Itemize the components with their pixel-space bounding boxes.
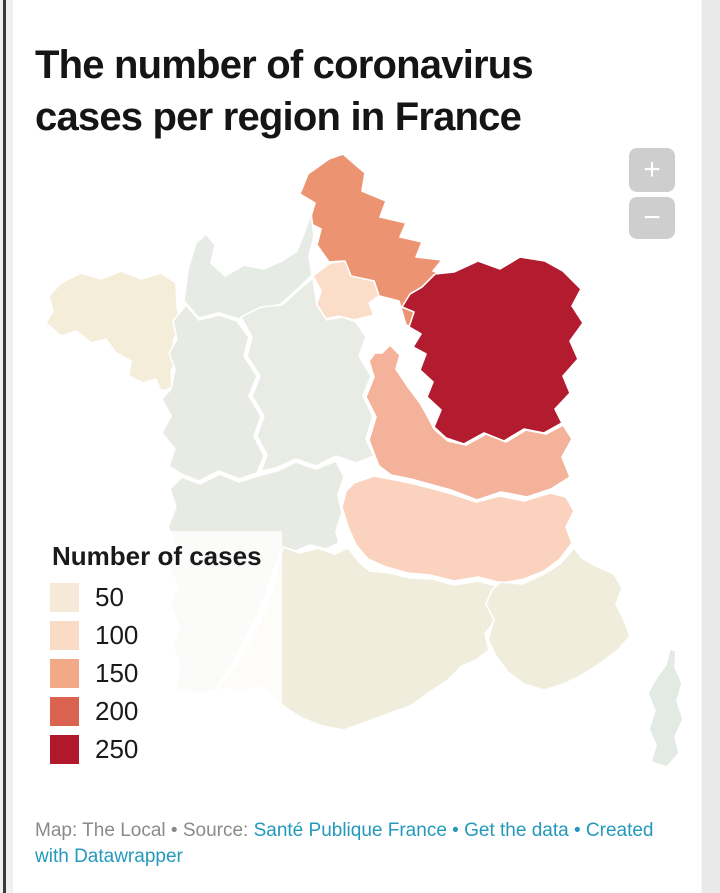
- legend-swatch: [50, 659, 79, 688]
- region-ile-de-france[interactable]: [312, 260, 380, 321]
- legend-item: 250: [50, 734, 262, 765]
- get-the-data-link[interactable]: Get the data: [464, 820, 569, 841]
- legend-label: 100: [95, 620, 139, 650]
- legend-swatch: [50, 621, 79, 650]
- legend-item: 200: [50, 696, 262, 727]
- legend-item: 100: [50, 620, 262, 651]
- legend-item: 50: [50, 582, 262, 613]
- zoom-out-button[interactable]: −: [629, 197, 675, 239]
- right-page-edge: [701, 0, 720, 893]
- legend-items: 50 100 150 200 250: [50, 582, 262, 765]
- region-bourgogne-franche-comte[interactable]: [365, 344, 573, 501]
- footer-credits: Map: The Local • Source: Santé Publique …: [35, 818, 665, 870]
- datawrapper-link[interactable]: Created with Datawrapper: [35, 820, 654, 867]
- region-auvergne-rhone-alpes[interactable]: [341, 475, 575, 584]
- legend-label: 150: [95, 658, 139, 688]
- source-link[interactable]: Santé Publique France: [253, 820, 447, 841]
- footer-credit-text: Map: The Local • Source:: [35, 820, 254, 841]
- region-bretagne[interactable]: [45, 270, 182, 392]
- legend-label: 200: [95, 696, 139, 726]
- left-page-edge-bar: [3, 0, 6, 893]
- map-zoom-controls: + −: [629, 148, 675, 239]
- footer-separator: •: [568, 820, 586, 841]
- legend-label: 50: [95, 582, 124, 612]
- legend-item: 150: [50, 658, 262, 689]
- legend-swatch: [50, 697, 79, 726]
- region-pays-de-la-loire[interactable]: [161, 304, 265, 482]
- left-page-edge: [0, 0, 13, 893]
- footer-separator: •: [446, 820, 465, 841]
- legend-swatch: [50, 735, 79, 764]
- region-provence-alpes-cote-d-azur[interactable]: [485, 547, 631, 691]
- region-centre-val-de-loire[interactable]: [240, 277, 375, 472]
- region-grand-est[interactable]: [401, 256, 584, 445]
- legend-label: 250: [95, 734, 139, 764]
- page-title: The number of coronavirus cases per regi…: [35, 42, 534, 139]
- legend: Number of cases 50 100 150 200 250: [38, 531, 282, 778]
- legend-title: Number of cases: [52, 541, 262, 571]
- legend-swatch: [50, 583, 79, 612]
- region-corse[interactable]: [647, 648, 684, 768]
- zoom-in-button[interactable]: +: [629, 148, 675, 192]
